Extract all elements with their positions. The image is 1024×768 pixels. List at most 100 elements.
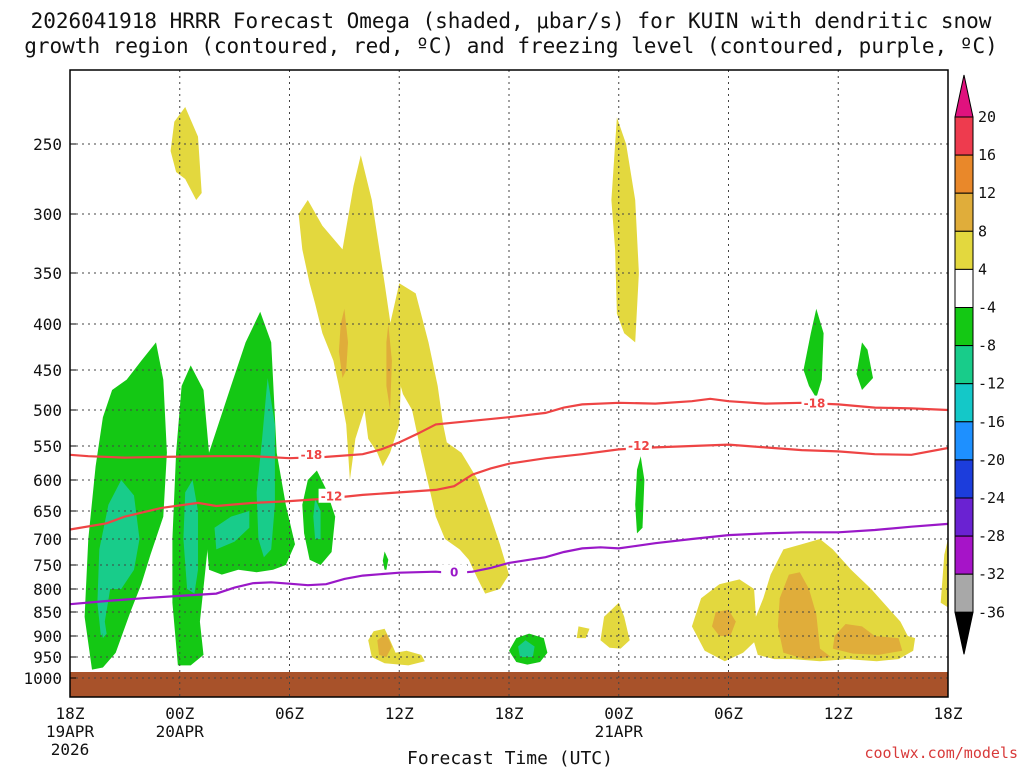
y-tick-label-300: 300 [33, 205, 62, 224]
omega-region-teal-6 [518, 640, 535, 657]
y-tick-label-600: 600 [33, 471, 62, 490]
colorbar-label-11: -28 [978, 527, 1005, 545]
colorbar-label-5: -4 [978, 299, 996, 317]
colorbar-band-2 [954, 192, 974, 232]
colorbar-bottom-arrow [954, 611, 974, 655]
contour-label-0-0: -18 [301, 448, 323, 462]
colorbar-band-11 [954, 535, 974, 575]
x-tick-label-6-0: 00Z [165, 704, 194, 723]
chart-title-line-2: growth region (contoured, red, ºC) and f… [24, 34, 998, 58]
omega-region-orange-1 [338, 308, 348, 378]
colorbar-band-3 [954, 230, 974, 270]
colorbar-band-12 [954, 573, 974, 613]
colorbar-band-9 [954, 459, 974, 499]
omega-region-green-5 [856, 342, 873, 390]
x-tick-label-30-0: 00Z [604, 704, 633, 723]
omega-region-green-8 [382, 551, 389, 570]
x-tick-label-0-2: 2026 [51, 740, 90, 759]
contour-lines-layer: -18 -18 -12 -12 0 [69, 395, 949, 606]
omega-region-teal-2 [183, 480, 198, 594]
y-tick-label-700: 700 [33, 530, 62, 549]
colorbar-band-5 [954, 307, 974, 347]
y-tick-label-350: 350 [33, 264, 62, 283]
colorbar-label-4: 4 [978, 260, 987, 278]
colorbar-label-13: -36 [978, 603, 1005, 621]
omega-region-teal-5 [313, 498, 321, 539]
omega-region-teal-7 [101, 621, 107, 639]
contour-label-bg [801, 395, 828, 410]
colorbar-label-0: 20 [978, 108, 996, 126]
omega-region-yellow-1 [170, 107, 202, 200]
y-tick-label-650: 650 [33, 502, 62, 521]
colorbar-band-6 [954, 345, 974, 385]
colorbar: 20 16 12 8 4 -4 -8 -12 -16 -20 -24 -28 -32 -36 [954, 74, 1005, 655]
omega-region-orange-6 [712, 609, 736, 636]
colorbar-top-arrow [954, 74, 974, 118]
x-tick-label-0-0: 18Z [56, 704, 85, 723]
y-tick-label-550: 550 [33, 437, 62, 456]
y-tick-label-1000: 1000 [23, 669, 62, 688]
y-tick-label-900: 900 [33, 627, 62, 646]
colorbar-label-10: -24 [978, 489, 1005, 507]
x-tick-label-24-0: 18Z [495, 704, 524, 723]
omega-region-yellow-6 [600, 602, 630, 649]
x-axis-title: Forecast Time (UTC) [407, 748, 613, 768]
colorbar-label-12: -32 [978, 565, 1005, 583]
omega-region-yellow-7 [576, 626, 590, 639]
colorbar-label-1: 16 [978, 146, 996, 164]
omega-region-orange-4 [777, 572, 831, 660]
y-tick-label-250: 250 [33, 135, 62, 154]
plot-area: -18 -18 -12 -12 0 [69, 69, 949, 698]
colorbar-band-8 [954, 421, 974, 461]
x-tick-label-42-0: 12Z [824, 704, 853, 723]
colorbar-label-2: 12 [978, 184, 996, 202]
colorbar-band-0 [954, 116, 974, 156]
contour-label-0-1: -18 [804, 397, 826, 411]
contour-line-2 [69, 522, 949, 606]
x-tick-label-18-0: 12Z [385, 704, 414, 723]
omega-region-yellow-3 [390, 283, 509, 594]
contour-label-bg [625, 438, 652, 452]
omega-region-orange-5 [832, 624, 903, 655]
contour-label-1-1: -12 [628, 439, 650, 453]
y-tick-label-800: 800 [33, 580, 62, 599]
y-tick-label-450: 450 [33, 361, 62, 380]
contour-line-0 [69, 397, 949, 460]
colorbar-label-9: -20 [978, 451, 1005, 469]
x-tick-label-48-0: 18Z [934, 704, 963, 723]
omega-region-green-6 [803, 308, 824, 398]
contour-label-1-0: -12 [321, 490, 343, 504]
x-tick-label-12-0: 06Z [275, 704, 304, 723]
x-tick-label-6-1: 20APR [156, 722, 205, 741]
contour-label-bg [318, 488, 345, 503]
omega-region-teal-3 [214, 511, 250, 550]
y-tick-label-750: 750 [33, 556, 62, 575]
x-tick-label-0-1: 19APR [46, 722, 95, 741]
omega-region-teal-4 [256, 378, 275, 558]
omega-region-orange-2 [386, 324, 392, 410]
colorbar-label-8: -16 [978, 413, 1005, 431]
y-tick-label-400: 400 [33, 315, 62, 334]
x-tick-label-36-0: 06Z [714, 704, 743, 723]
colorbar-band-10 [954, 497, 974, 537]
omega-region-orange-3 [377, 633, 392, 657]
plot-frame [69, 69, 949, 698]
y-tick-label-500: 500 [33, 401, 62, 420]
contour-label-bg [298, 446, 325, 461]
colorbar-band-7 [954, 383, 974, 423]
contour-line-1 [69, 443, 949, 531]
y-tick-label-950: 950 [33, 648, 62, 667]
y-axis-labels: 250 300 350 400 450 500 550 600 650 700 750 800 850 9… [23, 135, 76, 688]
omega-region-yellow-2 [298, 155, 402, 480]
contour-label-bg [441, 564, 468, 579]
omega-region-green-7 [635, 456, 645, 534]
grid-layer [69, 70, 949, 697]
colorbar-label-3: 8 [978, 222, 987, 240]
credit-text: coolwx.com/models [864, 744, 1018, 762]
omega-region-teal-1 [97, 480, 140, 639]
x-tick-label-30-1: 21APR [595, 722, 644, 741]
omega-region-yellow-9 [940, 539, 948, 608]
colorbar-band-1 [954, 154, 974, 194]
